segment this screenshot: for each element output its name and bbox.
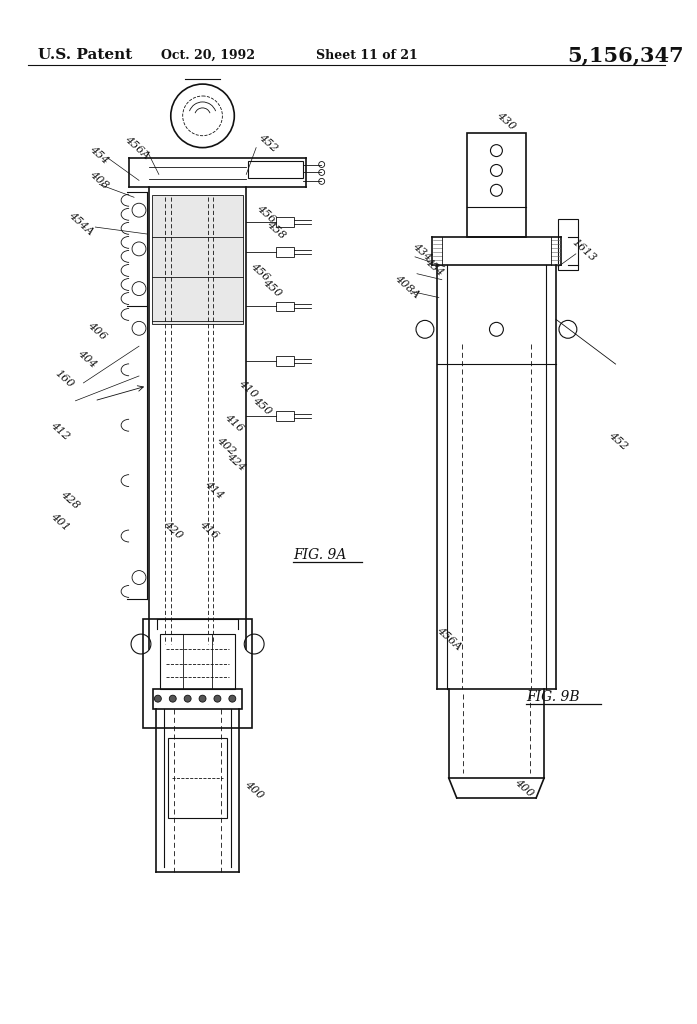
Text: 454A: 454A xyxy=(67,211,95,238)
Text: 416: 416 xyxy=(197,519,220,541)
Text: 416: 416 xyxy=(223,412,245,433)
Text: 424: 424 xyxy=(225,452,247,473)
Text: Oct. 20, 1992: Oct. 20, 1992 xyxy=(162,49,256,61)
Text: 450: 450 xyxy=(251,395,273,417)
Text: 456: 456 xyxy=(255,204,277,225)
Bar xyxy=(143,620,252,728)
Text: 434: 434 xyxy=(411,241,434,263)
Text: 402: 402 xyxy=(215,434,238,457)
Circle shape xyxy=(155,695,161,702)
Text: 458: 458 xyxy=(265,219,287,241)
Text: 410: 410 xyxy=(237,378,259,399)
Bar xyxy=(160,634,236,689)
Text: 408: 408 xyxy=(88,170,111,191)
Circle shape xyxy=(199,695,206,702)
Bar xyxy=(248,161,302,178)
Text: 434: 434 xyxy=(422,256,445,278)
Text: 428: 428 xyxy=(59,489,81,511)
Text: Sheet 11 of 21: Sheet 11 of 21 xyxy=(316,49,418,61)
Text: 5,156,347: 5,156,347 xyxy=(567,45,684,66)
Bar xyxy=(558,219,578,269)
Bar xyxy=(467,133,526,237)
Bar xyxy=(276,247,294,257)
Text: 406: 406 xyxy=(86,321,109,342)
Circle shape xyxy=(184,695,191,702)
Bar xyxy=(276,411,294,421)
Text: 430: 430 xyxy=(495,110,518,132)
Circle shape xyxy=(229,695,236,702)
Text: 456A: 456A xyxy=(434,626,463,652)
Text: 400: 400 xyxy=(513,777,535,799)
Text: U.S. Patent: U.S. Patent xyxy=(38,48,132,62)
Bar xyxy=(153,689,243,709)
Text: FIG. 9A: FIG. 9A xyxy=(293,548,346,562)
Bar xyxy=(276,356,294,366)
Text: 456A: 456A xyxy=(123,134,151,161)
Text: 160: 160 xyxy=(53,368,76,390)
Text: 414: 414 xyxy=(203,479,226,501)
Text: 454: 454 xyxy=(88,143,111,166)
Text: 412: 412 xyxy=(48,420,71,441)
Text: 450: 450 xyxy=(261,276,283,298)
Text: 456: 456 xyxy=(249,261,271,283)
Text: 404: 404 xyxy=(76,348,99,370)
Circle shape xyxy=(169,695,176,702)
Text: 452: 452 xyxy=(256,132,279,154)
Text: 1613: 1613 xyxy=(570,237,598,263)
Bar xyxy=(152,196,243,325)
Text: 400: 400 xyxy=(243,779,266,801)
Text: 401: 401 xyxy=(48,511,71,532)
Circle shape xyxy=(214,695,221,702)
Text: FIG. 9B: FIG. 9B xyxy=(526,690,580,703)
Text: 408A: 408A xyxy=(393,273,421,300)
Bar xyxy=(276,301,294,311)
Bar xyxy=(276,217,294,227)
Text: 452: 452 xyxy=(606,430,629,452)
Bar xyxy=(168,738,227,818)
Text: 420: 420 xyxy=(162,519,184,541)
